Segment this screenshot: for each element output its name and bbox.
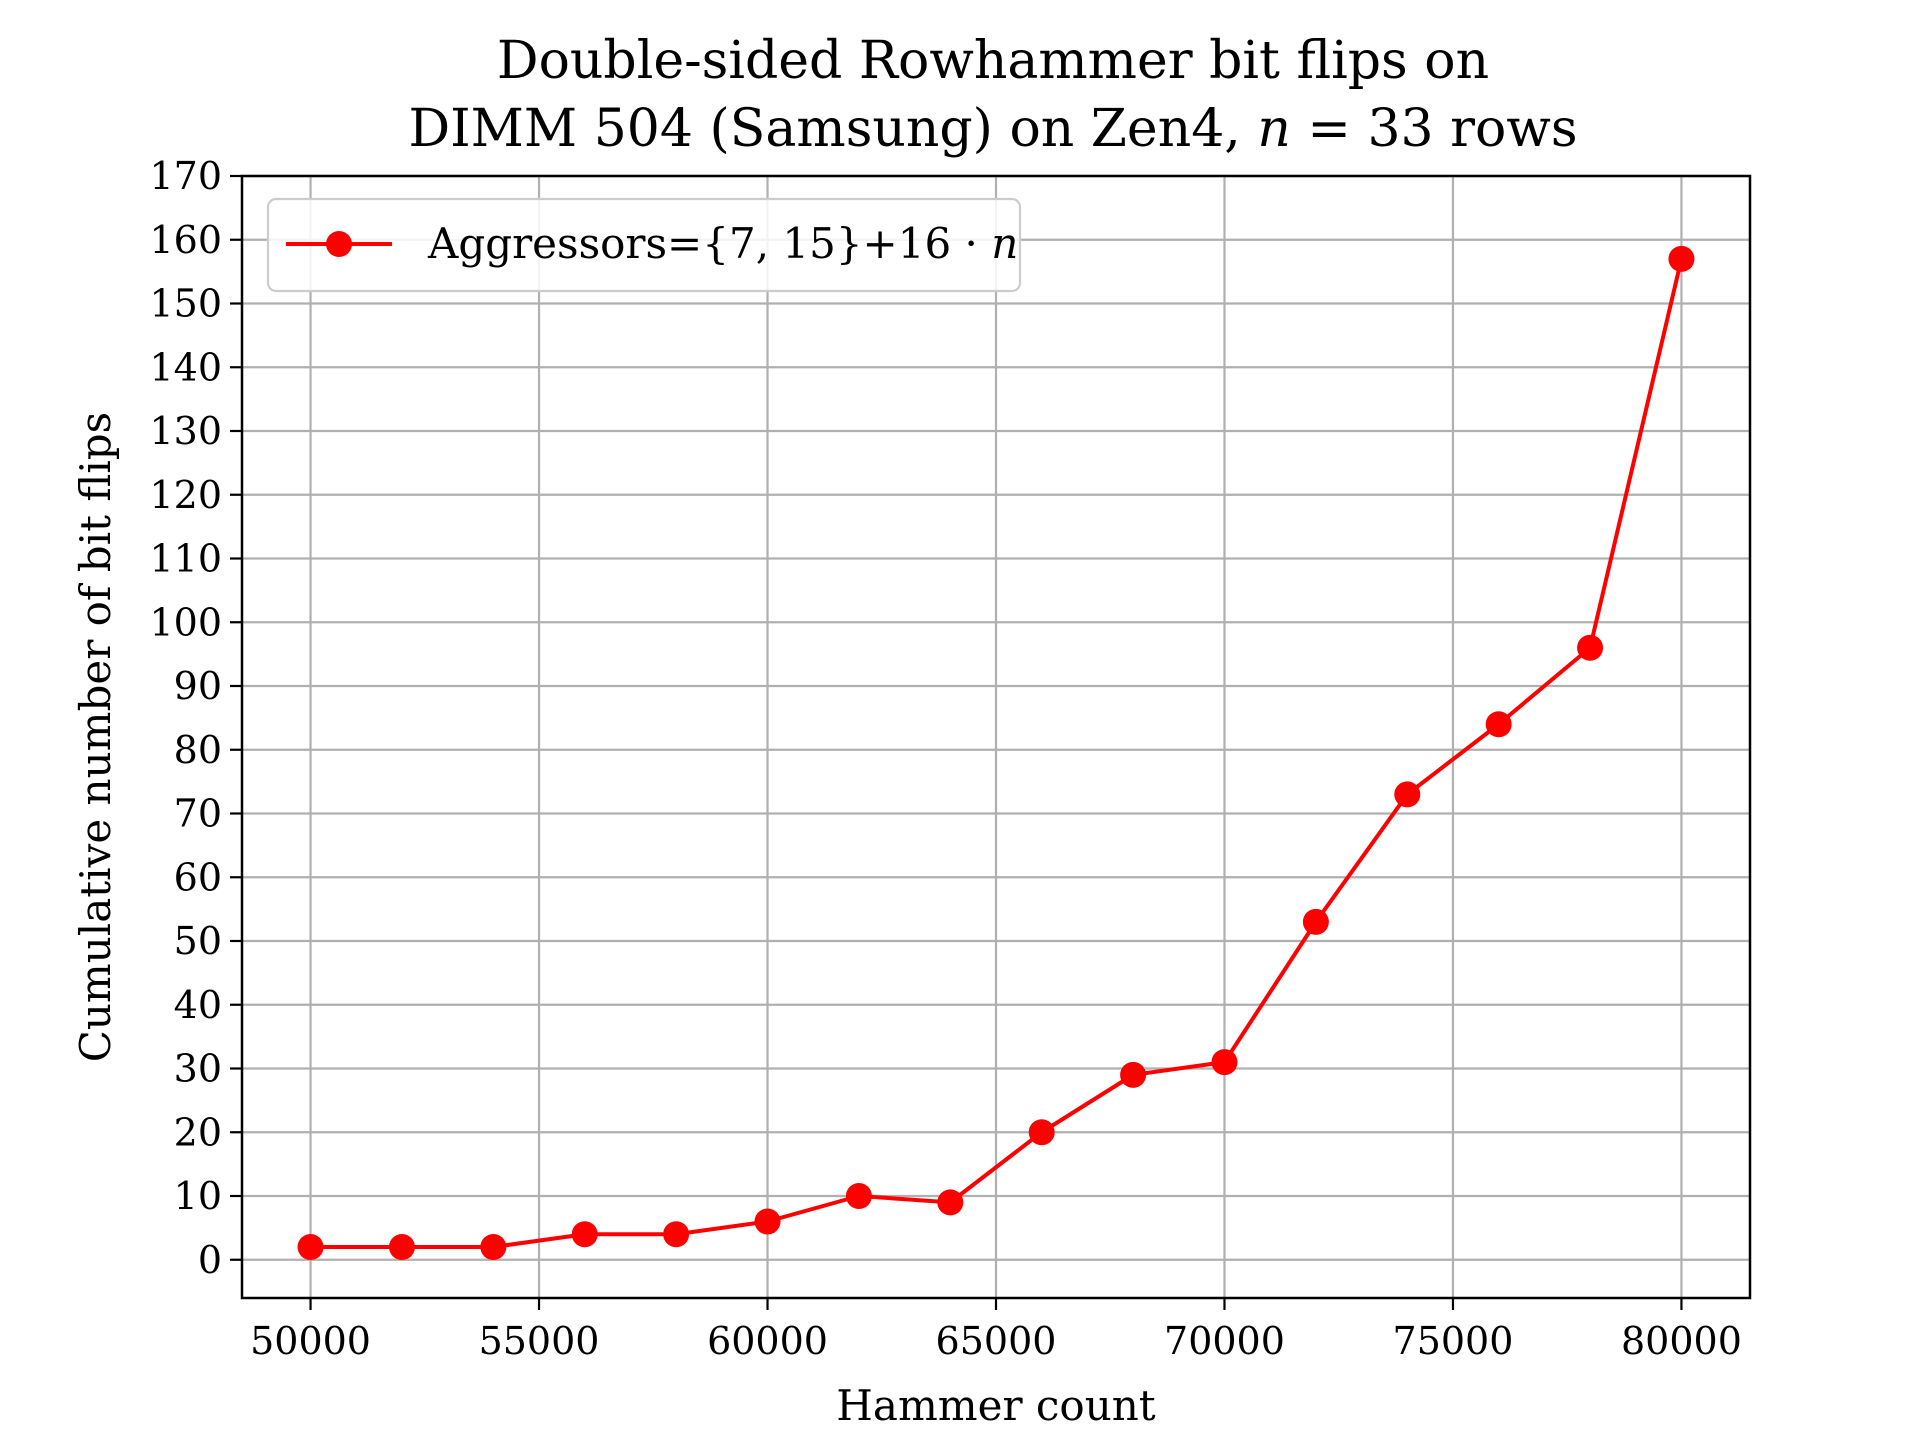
y-tick-label: 30 bbox=[174, 1047, 222, 1091]
x-axis-label: Hammer count bbox=[836, 1381, 1156, 1430]
y-tick-label: 60 bbox=[174, 855, 222, 899]
y-tick-label: 50 bbox=[174, 919, 222, 963]
y-tick-label: 140 bbox=[149, 345, 222, 389]
y-tick-label: 130 bbox=[149, 409, 222, 453]
legend-marker-swatch bbox=[326, 231, 352, 257]
y-tick-label: 70 bbox=[174, 792, 222, 836]
chart-title-line-2-prefix: DIMM 504 (Samsung) on Zen4, bbox=[408, 99, 1257, 159]
x-tick-label: 55000 bbox=[479, 1319, 600, 1363]
data-point bbox=[1211, 1049, 1238, 1076]
data-point bbox=[1485, 711, 1512, 738]
chart-title-line-2-suffix: = 33 rows bbox=[1291, 99, 1578, 159]
y-tick-label: 170 bbox=[149, 154, 222, 198]
y-axis-label: Cumulative number of bit flips bbox=[71, 412, 120, 1063]
y-tick-label: 120 bbox=[149, 473, 222, 517]
data-point bbox=[1028, 1119, 1055, 1146]
grid bbox=[242, 174, 1750, 1298]
y-tick-label: 20 bbox=[174, 1110, 222, 1154]
chart-title-variable: n bbox=[1257, 99, 1291, 159]
data-point bbox=[663, 1221, 690, 1248]
y-tick-label: 100 bbox=[149, 600, 222, 644]
data-point bbox=[388, 1234, 415, 1260]
data-point bbox=[1302, 908, 1329, 935]
data-point bbox=[480, 1234, 507, 1260]
x-tick-label: 50000 bbox=[250, 1319, 371, 1363]
legend-label-variable: n bbox=[991, 219, 1018, 268]
y-tick-label: 90 bbox=[174, 664, 222, 708]
x-tick-label: 80000 bbox=[1621, 1319, 1742, 1363]
data-point bbox=[571, 1221, 598, 1248]
x-tick-label: 70000 bbox=[1164, 1319, 1285, 1363]
y-tick-label: 150 bbox=[149, 282, 222, 326]
data-point bbox=[1120, 1061, 1147, 1088]
y-tick-label: 80 bbox=[174, 728, 222, 772]
legend: Aggressors={7, 15}+16 · n bbox=[266, 197, 1022, 293]
data-point bbox=[297, 1234, 324, 1260]
data-point bbox=[845, 1183, 872, 1209]
data-point bbox=[1668, 245, 1695, 272]
y-tick-label: 0 bbox=[198, 1238, 222, 1282]
x-tick-label: 60000 bbox=[707, 1319, 828, 1363]
data-point bbox=[937, 1189, 964, 1216]
legend-label-prefix: Aggressors={7, 15}+16 · bbox=[427, 219, 991, 268]
x-tick-label: 75000 bbox=[1393, 1319, 1514, 1363]
y-tick-label: 40 bbox=[174, 983, 222, 1027]
chart-title: Double-sided Rowhammer bit flips on DIMM… bbox=[408, 31, 1577, 159]
data-point bbox=[1394, 781, 1421, 808]
series-layer bbox=[297, 245, 1695, 1260]
y-tick-label: 160 bbox=[149, 218, 222, 262]
data-point bbox=[1577, 634, 1604, 661]
chart-title-line-1: Double-sided Rowhammer bit flips on bbox=[497, 31, 1489, 91]
series-line bbox=[310, 258, 1684, 1249]
chart-title-line-2: DIMM 504 (Samsung) on Zen4, n = 33 rows bbox=[408, 99, 1577, 159]
data-point bbox=[754, 1208, 781, 1235]
x-tick-label: 65000 bbox=[936, 1319, 1057, 1363]
axis-ticks: 50000 55000 60000 65000 70000 75000 80000 0 10 20… bbox=[149, 154, 1741, 1363]
y-tick-label: 10 bbox=[174, 1174, 222, 1218]
legend-label: Aggressors={7, 15}+16 · n bbox=[427, 219, 1018, 268]
legend-box bbox=[266, 197, 1022, 293]
y-tick-label: 110 bbox=[149, 537, 222, 581]
